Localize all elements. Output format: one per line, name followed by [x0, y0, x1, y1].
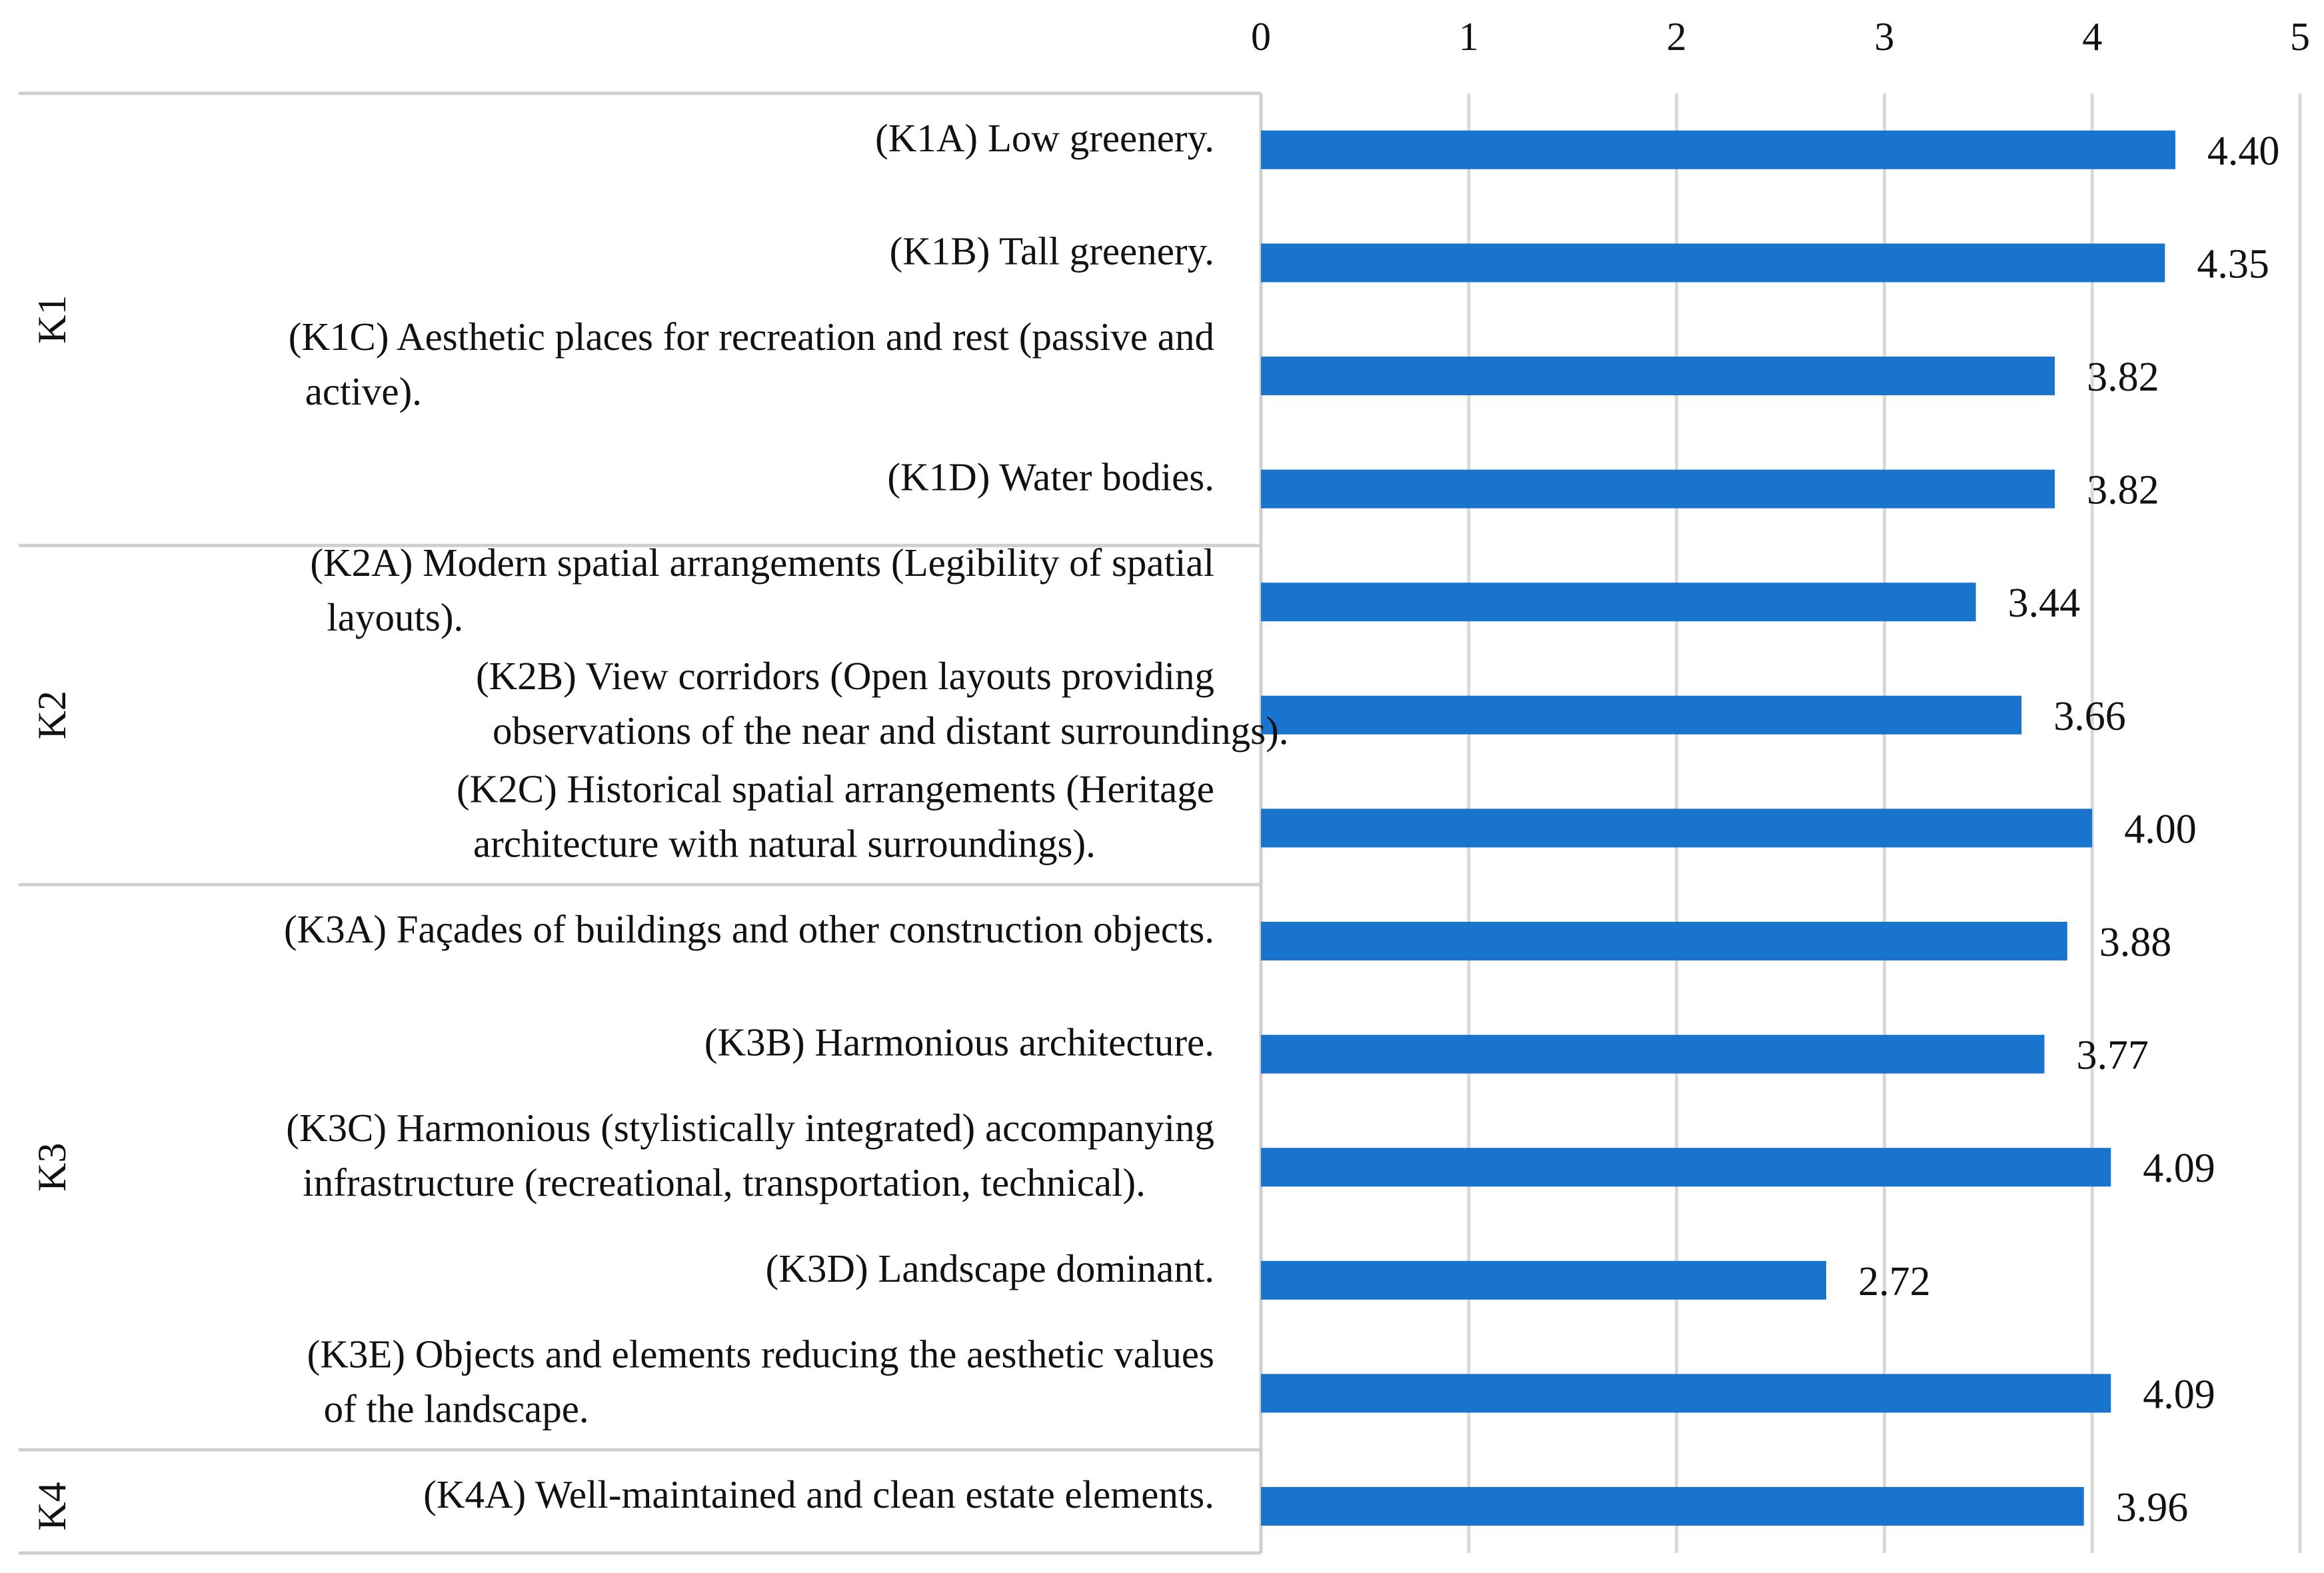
category-label-continuation: layouts).	[327, 595, 463, 639]
data-label: 3.88	[2099, 920, 2172, 965]
data-label: 3.44	[2008, 581, 2081, 626]
group-label-k3: K3	[30, 1143, 74, 1192]
group-label-k4: K4	[30, 1482, 74, 1530]
data-label: 4.09	[2143, 1372, 2215, 1417]
bar	[1261, 130, 2175, 169]
category-label: (K2B) View corridors (Open layouts provi…	[476, 654, 1214, 698]
category-label-continuation: infrastructure (recreational, transporta…	[303, 1160, 1146, 1204]
bar	[1261, 922, 2067, 960]
bar	[1261, 1148, 2111, 1187]
bar	[1261, 1260, 1827, 1300]
bar	[1261, 1487, 2084, 1526]
category-label: (K1A) Low greenery.	[875, 116, 1214, 160]
category-label: (K3A) Façades of buildings and other con…	[284, 907, 1214, 951]
x-tick-label: 1	[1459, 15, 1479, 59]
data-label: 3.66	[2053, 694, 2126, 739]
group-label-k1: K1	[30, 295, 74, 344]
category-label: (K3B) Harmonious architecture.	[704, 1020, 1214, 1064]
group-label-k2: K2	[30, 691, 74, 739]
category-label-continuation: architecture with natural surroundings).	[473, 821, 1096, 865]
category-label: (K2C) Historical spatial arrangements (H…	[457, 767, 1214, 810]
category-label: (K2A) Modern spatial arrangements (Legib…	[310, 541, 1214, 585]
bar	[1261, 583, 1976, 622]
x-tick-label: 0	[1251, 15, 1271, 59]
bar	[1261, 243, 2165, 283]
category-label: (K3E) Objects and elements reducing the …	[307, 1332, 1214, 1376]
category-label-continuation: of the landscape.	[324, 1386, 589, 1430]
bar	[1261, 1374, 2111, 1413]
data-label: 3.96	[2116, 1485, 2189, 1530]
category-label: (K4A) Well-maintained and clean estate e…	[423, 1472, 1214, 1516]
x-tick-label: 4	[2082, 15, 2102, 59]
bar	[1261, 1034, 2045, 1074]
x-tick-label: 2	[1667, 15, 1687, 59]
data-label: 3.82	[2087, 468, 2159, 513]
data-label: 4.35	[2197, 241, 2269, 287]
category-label-continuation: observations of the near and distant sur…	[493, 709, 1289, 753]
category-label: (K3C) Harmonious (stylistically integrat…	[286, 1106, 1214, 1150]
data-label: 3.82	[2087, 355, 2159, 400]
bar	[1261, 695, 2022, 735]
data-label: 4.00	[2124, 806, 2197, 852]
bar	[1261, 808, 2093, 848]
category-label-continuation: active).	[305, 369, 422, 413]
data-label: 3.77	[2076, 1033, 2149, 1078]
data-label: 4.40	[2207, 129, 2280, 174]
data-label: 4.09	[2143, 1146, 2215, 1191]
category-label: (K1C) Aesthetic places for recreation an…	[289, 315, 1214, 359]
bar	[1261, 357, 2055, 395]
category-label: (K3D) Landscape dominant.	[766, 1246, 1214, 1290]
x-tick-label: 5	[2290, 15, 2310, 59]
category-label: (K1B) Tall greenery.	[890, 229, 1214, 273]
category-label: (K1D) Water bodies.	[887, 455, 1214, 499]
x-tick-label: 3	[1874, 15, 1894, 59]
bar	[1261, 469, 2055, 509]
data-label: 2.72	[1858, 1259, 1931, 1304]
